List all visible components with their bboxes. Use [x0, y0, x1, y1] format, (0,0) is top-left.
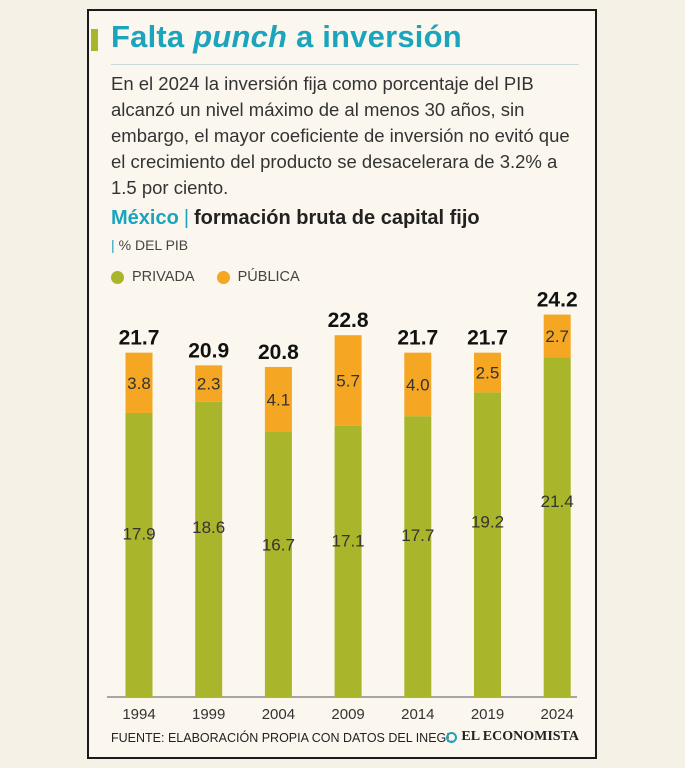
title-divider	[111, 64, 579, 65]
bar-public-2004	[264, 366, 292, 433]
public-value-label: 2.7	[545, 327, 569, 346]
title-accent-bar	[91, 29, 98, 51]
subtitle-separator: |	[183, 207, 190, 229]
private-value-label: 18.6	[192, 518, 225, 537]
x-tick-label: 2024	[541, 706, 574, 723]
total-value-label: 21.7	[119, 327, 160, 350]
private-value-label: 21.4	[541, 492, 574, 511]
legend-item-public: PÚBLICA	[216, 269, 300, 285]
private-value-label: 17.7	[401, 526, 434, 545]
page-title: Falta punch a inversión	[111, 19, 462, 54]
brand-mark-icon	[446, 731, 458, 743]
bar-private-1999	[195, 401, 223, 697]
intro-paragraph: En el 2024 la inversión fija como porcen…	[111, 73, 570, 198]
public-value-label: 4.0	[406, 375, 430, 394]
total-value-label: 21.7	[467, 327, 508, 350]
chart-legend: PRIVADA PÚBLICA	[111, 269, 318, 288]
total-value-label: 21.7	[397, 327, 438, 350]
bar-public-1994	[125, 352, 153, 413]
public-value-label: 2.3	[197, 375, 221, 394]
stacked-bar-chart: 17.9 3.8 21.7 1994 18.6 2.3 20.9 1999 16.7 4.1 20.…	[107, 289, 578, 723]
bar-private-1994	[125, 412, 153, 697]
private-value-label: 17.9	[122, 524, 155, 543]
subtitle-metric: formación bruta de capital fijo	[194, 207, 480, 229]
private-value-label: 19.2	[471, 512, 504, 531]
bar-private-2009	[334, 425, 362, 697]
bar-public-2014	[404, 352, 432, 417]
bar-public-2024	[543, 314, 571, 358]
private-value-label: 16.7	[262, 535, 295, 554]
source-note: FUENTE: ELABORACIÓN PROPIA CON DATOS DEL…	[111, 731, 454, 745]
bar-public-2019	[474, 352, 501, 393]
units-label: |% DEL PIB	[111, 237, 188, 253]
private-value-label: 17.1	[332, 532, 365, 551]
public-value-label: 4.1	[267, 390, 291, 409]
legend-label-private: PRIVADA	[132, 269, 195, 285]
legend-label-public: PÚBLICA	[237, 269, 300, 285]
brand-logo: EL ECONOMISTA	[446, 729, 579, 745]
units-separator: |	[111, 237, 115, 253]
total-value-label: 22.8	[328, 309, 369, 332]
infographic-card: Falta punch a inversión En el 2024 la in…	[87, 9, 597, 759]
x-tick-label: 1994	[122, 706, 155, 723]
legend-dot-public	[216, 270, 230, 284]
bar-private-2014	[404, 416, 432, 697]
units-text: % DEL PIB	[118, 237, 189, 253]
bar-public-1999	[195, 365, 223, 402]
brand-name: EL ECONOMISTA	[461, 729, 579, 744]
total-value-label: 24.2	[537, 289, 578, 312]
x-tick-label: 2009	[331, 706, 364, 723]
x-tick-label: 1999	[192, 706, 225, 723]
public-value-label: 5.7	[336, 371, 360, 390]
public-value-label: 3.8	[127, 374, 151, 393]
bar-private-2024	[543, 357, 571, 697]
chart-subtitle: México | formación bruta de capital fijo	[111, 207, 480, 230]
total-value-label: 20.9	[188, 339, 229, 362]
subtitle-country: México	[111, 207, 179, 229]
bar-private-2019	[474, 392, 501, 697]
x-tick-label: 2004	[262, 706, 295, 723]
public-value-label: 2.5	[476, 364, 500, 383]
x-tick-label: 2019	[471, 706, 504, 723]
legend-dot-private	[111, 270, 124, 284]
bar-public-2009	[334, 335, 362, 426]
x-tick-label: 2014	[401, 706, 434, 723]
legend-item-private: PRIVADA	[111, 269, 195, 285]
bar-private-2004	[264, 432, 292, 697]
total-value-label: 20.8	[258, 341, 299, 364]
